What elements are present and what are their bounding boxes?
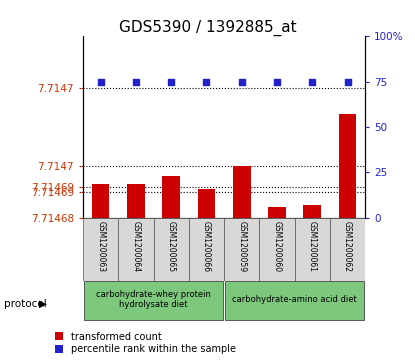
Bar: [118, 218, 154, 281]
Bar: [268, 207, 286, 218]
Text: GSM1200062: GSM1200062: [343, 221, 352, 272]
Bar: [303, 205, 321, 218]
Text: GSM1200065: GSM1200065: [167, 221, 176, 272]
Point: [203, 79, 210, 85]
Text: GDS5390 / 1392885_at: GDS5390 / 1392885_at: [119, 20, 296, 36]
Text: protocol: protocol: [4, 299, 47, 309]
Bar: [224, 218, 259, 281]
Text: ▶: ▶: [39, 299, 47, 309]
Bar: [127, 184, 145, 218]
Bar: [259, 218, 295, 281]
Point: [239, 79, 245, 85]
Point: [309, 79, 316, 85]
Point: [97, 79, 104, 85]
Text: GSM1200060: GSM1200060: [273, 221, 281, 272]
Bar: [84, 281, 223, 319]
Point: [168, 79, 175, 85]
Legend: transformed count, percentile rank within the sample: transformed count, percentile rank withi…: [55, 331, 236, 355]
Bar: [198, 189, 215, 218]
Text: GSM1200066: GSM1200066: [202, 221, 211, 272]
Text: carbohydrate-whey protein
hydrolysate diet: carbohydrate-whey protein hydrolysate di…: [96, 290, 211, 309]
Bar: [189, 218, 224, 281]
Bar: [339, 114, 356, 218]
Text: GSM1200063: GSM1200063: [96, 221, 105, 272]
Bar: [233, 166, 251, 218]
Bar: [225, 281, 364, 319]
Text: GSM1200064: GSM1200064: [132, 221, 140, 272]
Point: [344, 79, 351, 85]
Bar: [162, 176, 180, 218]
Point: [274, 79, 281, 85]
Bar: [83, 218, 118, 281]
Bar: [330, 218, 365, 281]
Point: [133, 79, 139, 85]
Bar: [295, 218, 330, 281]
Bar: [92, 184, 110, 218]
Text: carbohydrate-amino acid diet: carbohydrate-amino acid diet: [232, 295, 357, 304]
Text: GSM1200059: GSM1200059: [237, 221, 246, 272]
Bar: [154, 218, 189, 281]
Text: GSM1200061: GSM1200061: [308, 221, 317, 272]
